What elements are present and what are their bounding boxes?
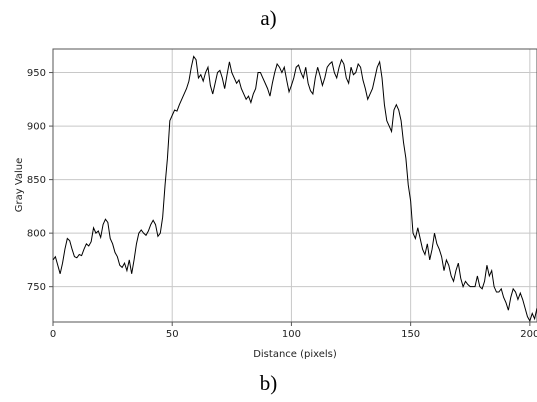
x-tick-label: 50 bbox=[166, 329, 179, 340]
x-tick-label: 200 bbox=[520, 329, 537, 340]
x-tick-label: 0 bbox=[50, 329, 56, 340]
y-tick-label: 950 bbox=[27, 68, 46, 79]
figure-label-top: a) bbox=[260, 6, 277, 30]
x-tick-label: 100 bbox=[282, 329, 301, 340]
y-tick-label: 900 bbox=[27, 122, 46, 133]
y-axis-label: Gray Value bbox=[14, 158, 25, 213]
axis-ticks: 0 50 100 150 200 750 800 850 900 950 bbox=[27, 68, 537, 340]
y-tick-label: 850 bbox=[27, 175, 46, 186]
x-axis-label: Distance (pixels) bbox=[253, 349, 337, 360]
grid bbox=[53, 49, 537, 322]
x-tick-label: 150 bbox=[401, 329, 420, 340]
y-tick-label: 750 bbox=[27, 282, 46, 293]
figure-label-bottom: b) bbox=[259, 371, 278, 395]
plot-frame bbox=[52, 48, 537, 323]
series-line bbox=[52, 55, 537, 323]
y-tick-label: 800 bbox=[27, 229, 46, 240]
